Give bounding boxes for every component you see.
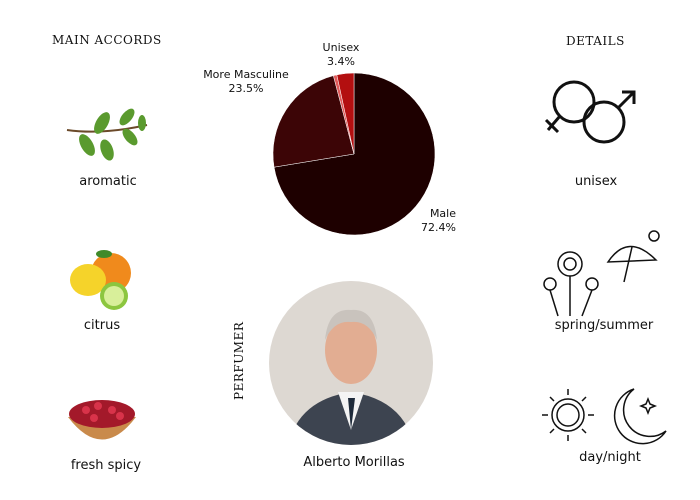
perfumer-photo[interactable] <box>268 280 434 446</box>
detail-unisex-label: unisex <box>574 174 618 189</box>
citrus-fruits-icon <box>70 250 131 310</box>
pie-label-unisex: Unisex 3.4% <box>322 41 360 68</box>
flowers-umbrella-sun-icon <box>543 230 660 317</box>
pie-label-male: Male 72.4% <box>421 207 456 234</box>
detail-spring-summer-label: spring/summer <box>554 318 654 333</box>
accord-citrus-label: citrus <box>83 318 121 333</box>
main-accords-heading: MAIN ACCORDS <box>52 33 162 47</box>
accord-fresh-spicy-label: fresh spicy <box>70 458 142 473</box>
perfumer-name[interactable]: Alberto Morillas <box>303 455 405 470</box>
accord-aromatic-label: aromatic <box>79 174 137 189</box>
pie-slice-more-masculine <box>272 75 355 168</box>
details-heading: DETAILS <box>566 34 625 48</box>
detail-day-night-label: day/night <box>579 450 641 465</box>
peppercorn-bowl-icon <box>68 400 136 440</box>
pie-slice-male <box>273 72 436 236</box>
pie-label-more-masculine: More Masculine 23.5% <box>203 68 289 95</box>
sun-moon-icon <box>542 388 667 445</box>
pie-slice-unisex <box>336 72 355 155</box>
perfumer-heading: PERFUMER <box>232 321 246 400</box>
herb-sprig-icon <box>66 108 148 161</box>
gender-symbols-icon <box>544 80 636 144</box>
gender-pie-chart <box>272 72 436 236</box>
